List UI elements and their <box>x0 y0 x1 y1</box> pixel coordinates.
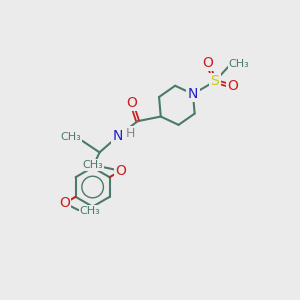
Text: O: O <box>202 56 213 70</box>
Text: O: O <box>59 196 70 210</box>
Text: O: O <box>115 164 126 178</box>
Text: O: O <box>227 79 238 93</box>
Text: CH₃: CH₃ <box>229 59 250 69</box>
Text: O: O <box>127 96 137 110</box>
Text: CH₃: CH₃ <box>82 160 103 170</box>
Text: CH₃: CH₃ <box>60 132 81 142</box>
Text: H: H <box>126 128 135 140</box>
Text: S: S <box>211 74 219 88</box>
Text: CH₃: CH₃ <box>80 206 100 216</box>
Text: N: N <box>188 87 198 101</box>
Text: N: N <box>113 129 123 143</box>
